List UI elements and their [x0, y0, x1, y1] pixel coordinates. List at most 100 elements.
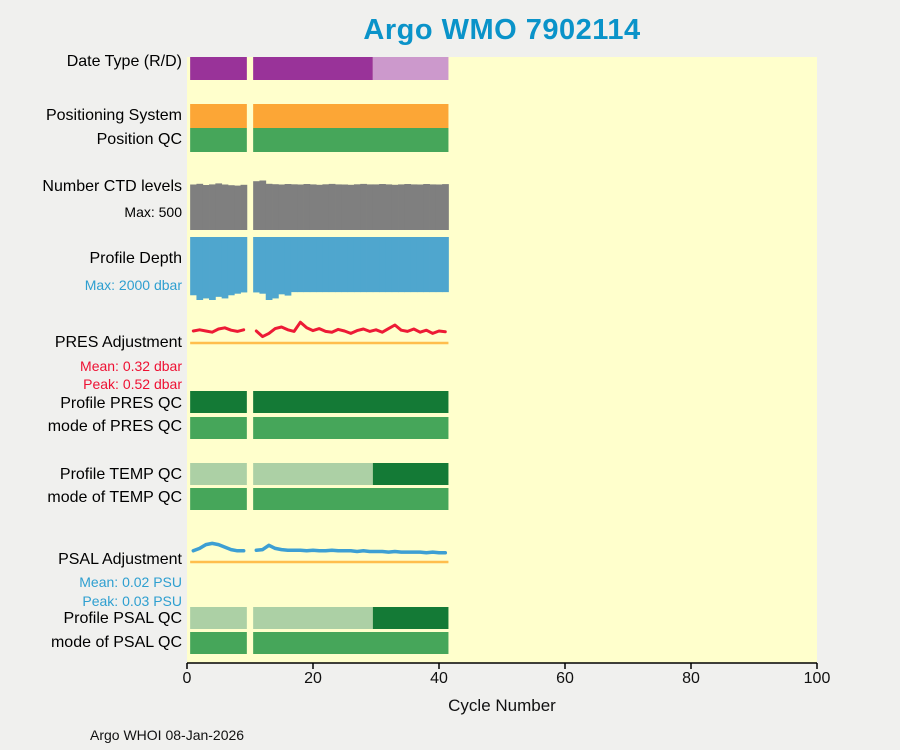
value-bar-profile_depth	[190, 237, 197, 296]
value-bar-ctd_levels	[335, 184, 342, 230]
value-bar-profile_depth	[221, 237, 229, 299]
value-bar-profile_depth	[196, 237, 204, 300]
status-bar-profile_pres_qc	[253, 391, 449, 413]
value-bar-profile_depth	[341, 237, 349, 293]
value-bar-ctd_levels	[328, 183, 336, 230]
value-bar-ctd_levels	[215, 183, 223, 230]
row-label-mode-pres-qc: mode of PRES QC	[47, 418, 182, 435]
row-label-date-type: Date Type (R/D)	[66, 53, 182, 70]
value-bar-ctd_levels	[265, 183, 273, 230]
footer-note: Argo WHOI 08-Jan-2026	[90, 727, 245, 743]
value-bar-ctd_levels	[303, 184, 311, 230]
value-bar-profile_depth	[366, 237, 374, 293]
value-bar-ctd_levels	[442, 184, 449, 230]
value-bar-profile_depth	[353, 237, 361, 293]
status-bar-profile_pres_qc	[190, 391, 247, 413]
value-bar-profile_depth	[297, 237, 304, 293]
value-bar-ctd_levels	[227, 185, 235, 230]
value-bar-ctd_levels	[379, 184, 386, 230]
status-bar-date_type	[372, 57, 449, 80]
status-bar-mode_psal_qc	[190, 632, 247, 654]
value-bar-profile_depth	[385, 237, 393, 293]
row-label-pres-mean: Mean: 0.32 dbar	[80, 358, 182, 374]
value-bar-ctd_levels	[360, 183, 367, 230]
x-tick-label: 80	[682, 670, 700, 687]
status-bar-profile_temp_qc	[190, 463, 247, 485]
data-line-pres_adjustment	[254, 320, 447, 339]
value-bar-profile_depth	[316, 237, 323, 293]
value-bar-ctd_levels	[435, 184, 443, 230]
value-bar-profile_depth	[209, 237, 216, 300]
status-bar-positioning_system	[190, 104, 247, 128]
value-bar-profile_depth	[272, 237, 279, 299]
value-bar-profile_depth	[416, 237, 424, 293]
row-label-profile-depth: Profile Depth	[89, 250, 183, 267]
value-bar-profile_depth	[372, 237, 380, 293]
row-label-profile-pres-qc: Profile PRES QC	[60, 395, 182, 412]
value-bar-profile_depth	[227, 237, 235, 296]
value-bar-ctd_levels	[353, 184, 361, 230]
value-bar-ctd_levels	[385, 184, 393, 230]
value-bar-ctd_levels	[347, 184, 355, 230]
x-axis-title: Cycle Number	[448, 696, 556, 715]
row-label-profile-psal-qc: Profile PSAL QC	[63, 610, 182, 627]
value-bar-ctd_levels	[196, 183, 204, 230]
value-bar-profile_depth	[234, 237, 241, 294]
value-bar-ctd_levels	[202, 185, 210, 230]
data-line-psal_adjustment	[191, 541, 246, 553]
row-label-profile-temp-qc: Profile TEMP QC	[59, 466, 182, 483]
value-bar-ctd_levels	[272, 184, 279, 230]
status-bar-profile_psal_qc	[372, 607, 449, 629]
value-bar-ctd_levels	[410, 184, 418, 230]
value-bar-ctd_levels	[404, 184, 412, 230]
row-label-position-qc: Position QC	[96, 131, 182, 148]
value-bar-ctd_levels	[209, 184, 216, 230]
x-tick-label: 40	[430, 670, 448, 687]
value-bar-ctd_levels	[278, 184, 286, 230]
value-bar-profile_depth	[335, 237, 342, 293]
value-bar-profile_depth	[360, 237, 367, 293]
x-tick-label: 100	[803, 670, 831, 687]
row-label-ctd-max: Max: 500	[124, 204, 182, 220]
value-bar-ctd_levels	[322, 184, 330, 230]
row-label-depth-max: Max: 2000 dbar	[84, 277, 182, 293]
value-bar-ctd_levels	[398, 184, 405, 230]
value-bar-ctd_levels	[429, 184, 437, 230]
status-bar-profile_temp_qc	[372, 463, 449, 485]
value-bar-profile_depth	[391, 237, 399, 293]
data-line-pres_adjustment	[191, 326, 246, 334]
status-bar-mode_pres_qc	[253, 417, 449, 439]
value-bar-ctd_levels	[309, 184, 317, 230]
row-label-mode-psal-qc: mode of PSAL QC	[50, 634, 182, 651]
value-bar-profile_depth	[303, 237, 311, 293]
row-label-pres-peak: Peak: 0.52 dbar	[83, 376, 182, 392]
chart-title: Argo WMO 7902114	[363, 14, 641, 46]
value-bar-profile_depth	[215, 237, 223, 297]
value-bar-profile_depth	[429, 237, 437, 293]
value-bar-profile_depth	[265, 237, 273, 300]
row-label-ctd-levels: Number CTD levels	[42, 178, 182, 195]
row-label-psal-mean: Mean: 0.02 PSU	[79, 574, 182, 590]
value-bar-ctd_levels	[221, 184, 229, 230]
status-bar-position_qc	[190, 128, 247, 152]
value-bar-ctd_levels	[391, 184, 399, 230]
row-label-psal-peak: Peak: 0.03 PSU	[82, 593, 182, 609]
value-bar-profile_depth	[322, 237, 330, 293]
value-bar-profile_depth	[435, 237, 443, 293]
value-bar-ctd_levels	[284, 184, 292, 230]
value-bar-ctd_levels	[290, 184, 298, 230]
value-bar-profile_depth	[309, 237, 317, 293]
status-bar-profile_temp_qc	[253, 463, 373, 485]
value-bar-profile_depth	[259, 237, 267, 294]
value-bar-profile_depth	[379, 237, 386, 293]
value-bar-profile_depth	[410, 237, 418, 293]
status-bar-mode_psal_qc	[253, 632, 449, 654]
value-bar-profile_depth	[290, 237, 298, 293]
data-line-psal_adjustment	[254, 543, 448, 555]
value-bar-profile_depth	[442, 237, 449, 293]
value-bar-ctd_levels	[366, 184, 374, 230]
value-bar-ctd_levels	[259, 180, 267, 230]
status-bar-mode_temp_qc	[190, 488, 247, 510]
